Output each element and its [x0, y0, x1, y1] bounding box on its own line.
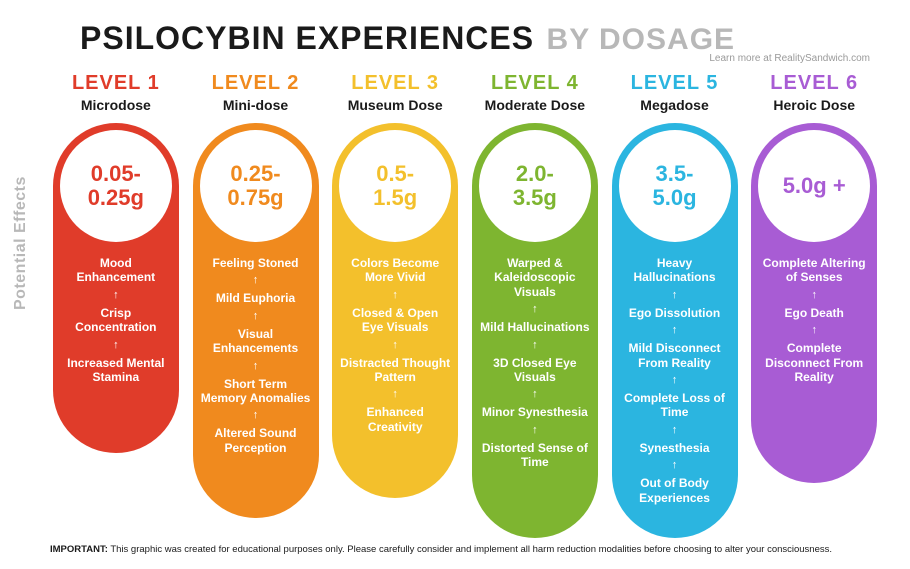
effect-item: Ego Death: [785, 306, 844, 320]
footer-label: IMPORTANT:: [50, 544, 108, 555]
dose-circle: 2.0-3.5g: [479, 130, 591, 242]
effects-list: Feeling Stoned ↑ Mild Euphoria ↑ Visual Enha…: [193, 256, 319, 455]
arrow-icon: ↑: [532, 340, 538, 351]
arrow-icon: ↑: [811, 290, 817, 301]
effect-item: Mild Hallucinations: [480, 320, 589, 334]
dose-amount: 3.5-5.0g: [653, 162, 697, 210]
effect-item: Distorted Sense of Time: [480, 441, 590, 470]
effect-item: Synesthesia: [639, 441, 709, 455]
effect-item: Feeling Stoned: [212, 256, 298, 270]
arrow-icon: ↑: [532, 389, 538, 400]
dose-amount: 0.5-1.5g: [373, 162, 417, 210]
effects-list: Heavy Hallucinations ↑ Ego Dissolution ↑ Mil…: [612, 256, 738, 505]
arrow-icon: ↑: [253, 361, 259, 372]
dose-name: Mini-dose: [223, 97, 288, 113]
dose-name: Heroic Dose: [773, 97, 855, 113]
dose-name: Moderate Dose: [485, 97, 585, 113]
effect-item: Mood Enhancement: [61, 256, 171, 285]
effects-list: Colors Become More Vivid ↑ Closed & Open E…: [332, 256, 458, 434]
arrow-icon: ↑: [672, 460, 678, 471]
columns-container: LEVEL 1 Microdose 0.05-0.25g Mood Enhanceme…: [50, 72, 880, 538]
arrow-icon: ↑: [532, 425, 538, 436]
effect-item: Short Term Memory Anomalies: [201, 377, 311, 406]
effect-item: Enhanced Creativity: [340, 405, 450, 434]
dose-circle: 0.25-0.75g: [200, 130, 312, 242]
effect-item: Increased Mental Stamina: [61, 356, 171, 385]
arrow-icon: ↑: [392, 290, 398, 301]
footer: IMPORTANT: This graphic was created for …: [50, 544, 880, 555]
dose-amount: 0.25-0.75g: [227, 162, 283, 210]
dose-amount: 2.0-3.5g: [513, 162, 557, 210]
effect-item: Crisp Concentration: [61, 306, 171, 335]
arrow-icon: ↑: [672, 325, 678, 336]
effect-item: Visual Enhancements: [201, 327, 311, 356]
effect-item: Mild Euphoria: [216, 291, 295, 305]
effect-item: Heavy Hallucinations: [620, 256, 730, 285]
level-label: LEVEL 4: [491, 72, 579, 95]
effect-item: Altered Sound Perception: [201, 426, 311, 455]
arrow-icon: ↑: [392, 389, 398, 400]
level-label: LEVEL 6: [770, 72, 858, 95]
dose-name: Megadose: [640, 97, 708, 113]
dose-circle: 5.0g +: [758, 130, 870, 242]
level-label: LEVEL 5: [631, 72, 719, 95]
level-column-6: LEVEL 6 Heroic Dose 5.0g + Complete Alterin…: [748, 72, 880, 538]
effect-item: 3D Closed Eye Visuals: [480, 356, 590, 385]
dose-circle: 0.05-0.25g: [60, 130, 172, 242]
dose-amount: 5.0g +: [783, 174, 846, 198]
level-label: LEVEL 2: [212, 72, 300, 95]
dosage-pill: 0.25-0.75g Feeling Stoned ↑ Mild Euphoria ↑ V…: [193, 123, 319, 518]
footer-text: This graphic was created for educational…: [108, 544, 832, 555]
arrow-icon: ↑: [672, 290, 678, 301]
effects-list: Complete Altering of Senses ↑ Ego Death ↑ Co…: [751, 256, 877, 384]
effect-item: Minor Synesthesia: [482, 405, 588, 419]
effects-list: Warped & Kaleidoscopic Visuals ↑ Mild Hall…: [472, 256, 598, 470]
effect-item: Mild Disconnect From Reality: [620, 341, 730, 370]
dosage-pill: 5.0g + Complete Altering of Senses ↑ Ego De…: [751, 123, 877, 483]
side-label: Potential Effects: [12, 176, 30, 310]
level-label: LEVEL 1: [72, 72, 160, 95]
level-column-2: LEVEL 2 Mini-dose 0.25-0.75g Feeling Stoned…: [190, 72, 322, 538]
effect-item: Complete Altering of Senses: [759, 256, 869, 285]
dose-name: Museum Dose: [348, 97, 443, 113]
dosage-pill: 3.5-5.0g Heavy Hallucinations ↑ Ego Dissolu…: [612, 123, 738, 538]
dose-circle: 3.5-5.0g: [619, 130, 731, 242]
level-column-5: LEVEL 5 Megadose 3.5-5.0g Heavy Hallucinati…: [609, 72, 741, 538]
level-column-1: LEVEL 1 Microdose 0.05-0.25g Mood Enhanceme…: [50, 72, 182, 538]
effect-item: Ego Dissolution: [629, 306, 720, 320]
effect-item: Distracted Thought Pattern: [340, 356, 450, 385]
arrow-icon: ↑: [253, 410, 259, 421]
level-column-4: LEVEL 4 Moderate Dose 2.0-3.5g Warped & Kal…: [469, 72, 601, 538]
title-sub: BY DOSAGE: [547, 23, 736, 56]
arrow-icon: ↑: [532, 304, 538, 315]
title-main: PSILOCYBIN EXPERIENCES: [80, 20, 534, 56]
header: PSILOCYBIN EXPERIENCES BY DOSAGE Learn m…: [50, 20, 880, 64]
effect-item: Complete Disconnect From Reality: [759, 341, 869, 384]
arrow-icon: ↑: [113, 290, 119, 301]
arrow-icon: ↑: [113, 340, 119, 351]
dosage-pill: 0.05-0.25g Mood Enhancement ↑ Crisp Concent…: [53, 123, 179, 453]
effect-item: Closed & Open Eye Visuals: [340, 306, 450, 335]
dosage-pill: 2.0-3.5g Warped & Kaleidoscopic Visuals ↑ M…: [472, 123, 598, 538]
effects-list: Mood Enhancement ↑ Crisp Concentration ↑ Inc…: [53, 256, 179, 384]
arrow-icon: ↑: [672, 425, 678, 436]
dosage-pill: 0.5-1.5g Colors Become More Vivid ↑ Closed …: [332, 123, 458, 498]
effect-item: Complete Loss of Time: [620, 391, 730, 420]
dose-name: Microdose: [81, 97, 151, 113]
effect-item: Colors Become More Vivid: [340, 256, 450, 285]
effect-item: Out of Body Experiences: [620, 476, 730, 505]
effect-item: Warped & Kaleidoscopic Visuals: [480, 256, 590, 299]
level-label: LEVEL 3: [351, 72, 439, 95]
arrow-icon: ↑: [253, 311, 259, 322]
level-column-3: LEVEL 3 Museum Dose 0.5-1.5g Colors Become …: [329, 72, 461, 538]
arrow-icon: ↑: [253, 275, 259, 286]
dose-circle: 0.5-1.5g: [339, 130, 451, 242]
arrow-icon: ↑: [392, 340, 398, 351]
dose-amount: 0.05-0.25g: [88, 162, 144, 210]
arrow-icon: ↑: [672, 375, 678, 386]
arrow-icon: ↑: [811, 325, 817, 336]
